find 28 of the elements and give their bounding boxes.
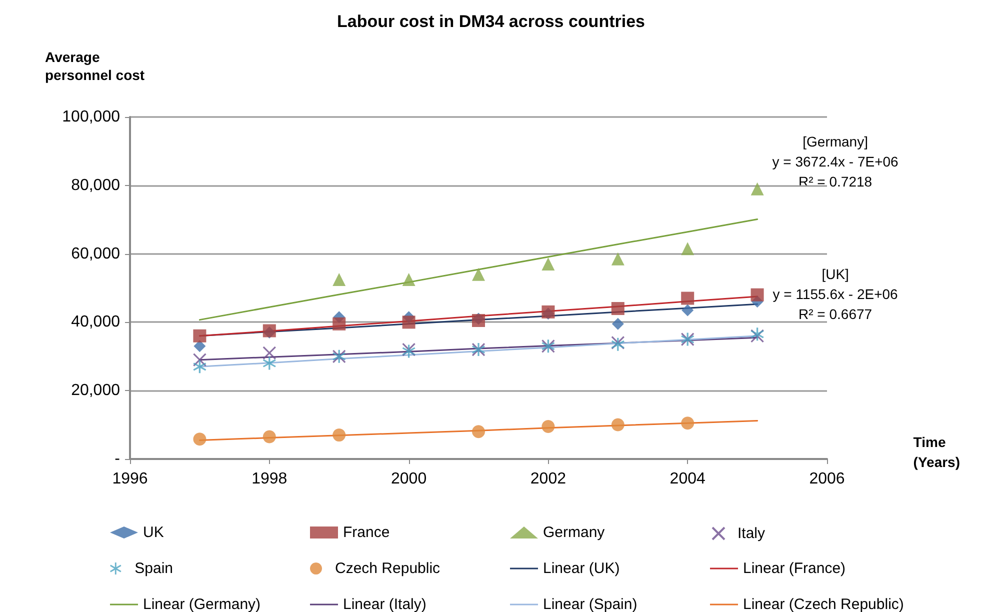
y-tick-label: 40,000 (71, 314, 120, 331)
y-tick-label: 60,000 (71, 245, 120, 262)
legend-label: Spain (134, 560, 174, 577)
x-tick-label: 2002 (530, 470, 566, 488)
y-tick-label: - (114, 450, 120, 468)
x-tick-label: 2006 (809, 470, 845, 488)
legend-label: France (343, 524, 390, 541)
legend-label: Linear (Spain) (543, 596, 638, 612)
legend-label: UK (143, 524, 164, 541)
chart-title: Labour cost in DM34 across countries (337, 12, 645, 31)
legend-label: Linear (UK) (543, 560, 620, 577)
legend-label: Linear (Italy) (343, 596, 426, 612)
y-axis-title: Average personnel cost (45, 49, 145, 83)
legend-label: Italy (738, 525, 766, 542)
y-tick-label: 20,000 (71, 382, 120, 400)
legend-label: Linear (Germany) (143, 596, 261, 612)
legend-label: Czech Republic (335, 560, 441, 577)
x-axis-title: Time (Years) (913, 434, 960, 470)
x-tick-label: 1996 (112, 470, 148, 488)
legend-label: Germany (543, 524, 606, 541)
annotation: [UK] y = 1155.6x - 2E+06 R² = 0.6677 (772, 266, 898, 322)
legend-label: Linear (France) (743, 560, 846, 577)
y-tick-label: 80,000 (71, 176, 120, 194)
x-tick-label: 2004 (670, 470, 706, 488)
legend-label: Linear (Czech Republic) (743, 596, 904, 612)
x-tick-label: 2000 (391, 470, 427, 488)
y-tick-label: 100,000 (62, 108, 120, 126)
x-tick-label: 1998 (252, 470, 288, 488)
